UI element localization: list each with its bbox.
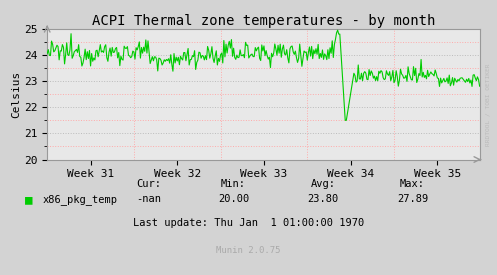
Text: Cur:: Cur: [137,179,162,189]
Text: ■: ■ [25,193,32,206]
Text: Avg:: Avg: [311,179,335,189]
Text: x86_pkg_temp: x86_pkg_temp [42,194,117,205]
Text: 20.00: 20.00 [218,194,249,204]
Text: -nan: -nan [137,194,162,204]
Title: ACPI Thermal zone temperatures - by month: ACPI Thermal zone temperatures - by mont… [92,14,435,28]
Text: 23.80: 23.80 [308,194,338,204]
Text: Munin 2.0.75: Munin 2.0.75 [216,246,281,255]
Text: Min:: Min: [221,179,246,189]
Text: 27.89: 27.89 [397,194,428,204]
Text: Max:: Max: [400,179,425,189]
Y-axis label: Celsius: Celsius [11,71,21,118]
Text: RRDTOOL / TOBI OETIKER: RRDTOOL / TOBI OETIKER [486,63,491,146]
Text: Last update: Thu Jan  1 01:00:00 1970: Last update: Thu Jan 1 01:00:00 1970 [133,218,364,228]
